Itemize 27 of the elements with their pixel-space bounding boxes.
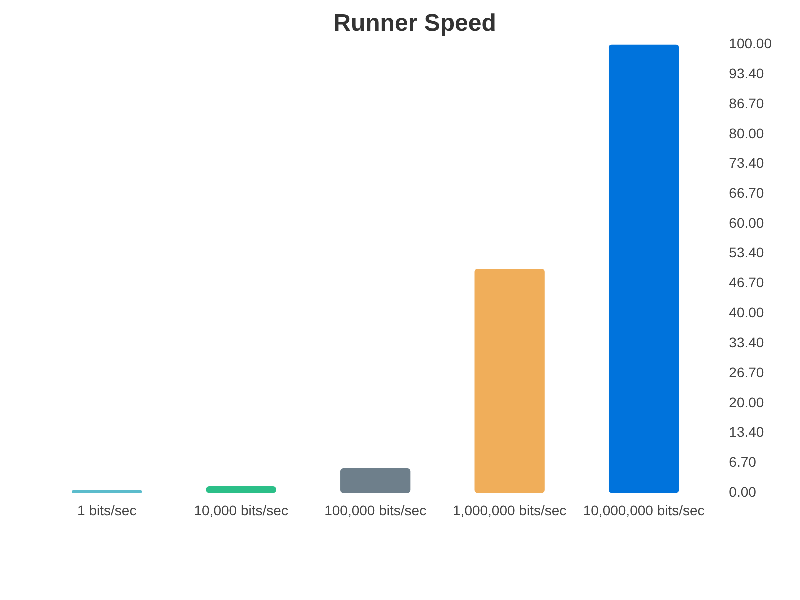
y-tick-label: 33.40 — [729, 334, 764, 350]
x-tick-label: 100,000 bits/sec — [324, 502, 427, 518]
y-tick-label: 26.70 — [729, 364, 764, 380]
bar — [608, 44, 680, 494]
y-tick-label: 40.00 — [729, 304, 764, 321]
bar — [72, 490, 142, 494]
y-tick-label: 66.70 — [729, 184, 764, 201]
bar — [340, 468, 411, 494]
y-tick-label: 80.00 — [729, 125, 764, 142]
y-tick-label: 46.70 — [729, 274, 764, 291]
bar — [206, 486, 276, 494]
y-tick-label: 53.40 — [729, 244, 764, 261]
x-tick-label: 10,000,000 bits/sec — [583, 502, 705, 518]
x-tick-label: 1,000,000 bits/sec — [453, 502, 567, 518]
y-tick-label: 100.00 — [729, 36, 772, 52]
x-tick-label: 10,000 bits/sec — [194, 502, 288, 518]
bar — [474, 269, 545, 494]
y-tick-label: 73.40 — [729, 154, 764, 171]
y-tick-label: 0.00 — [729, 484, 757, 500]
y-tick-label: 93.40 — [729, 65, 764, 82]
y-tick-label: 86.70 — [729, 95, 764, 112]
y-tick-label: 60.00 — [729, 215, 764, 232]
y-tick-label: 20.00 — [729, 394, 764, 410]
y-tick-label: 6.70 — [729, 454, 757, 470]
x-tick-label: 1 bits/sec — [78, 502, 137, 518]
chart-title: Runner Speed — [334, 10, 496, 38]
y-tick-label: 13.40 — [729, 424, 764, 440]
